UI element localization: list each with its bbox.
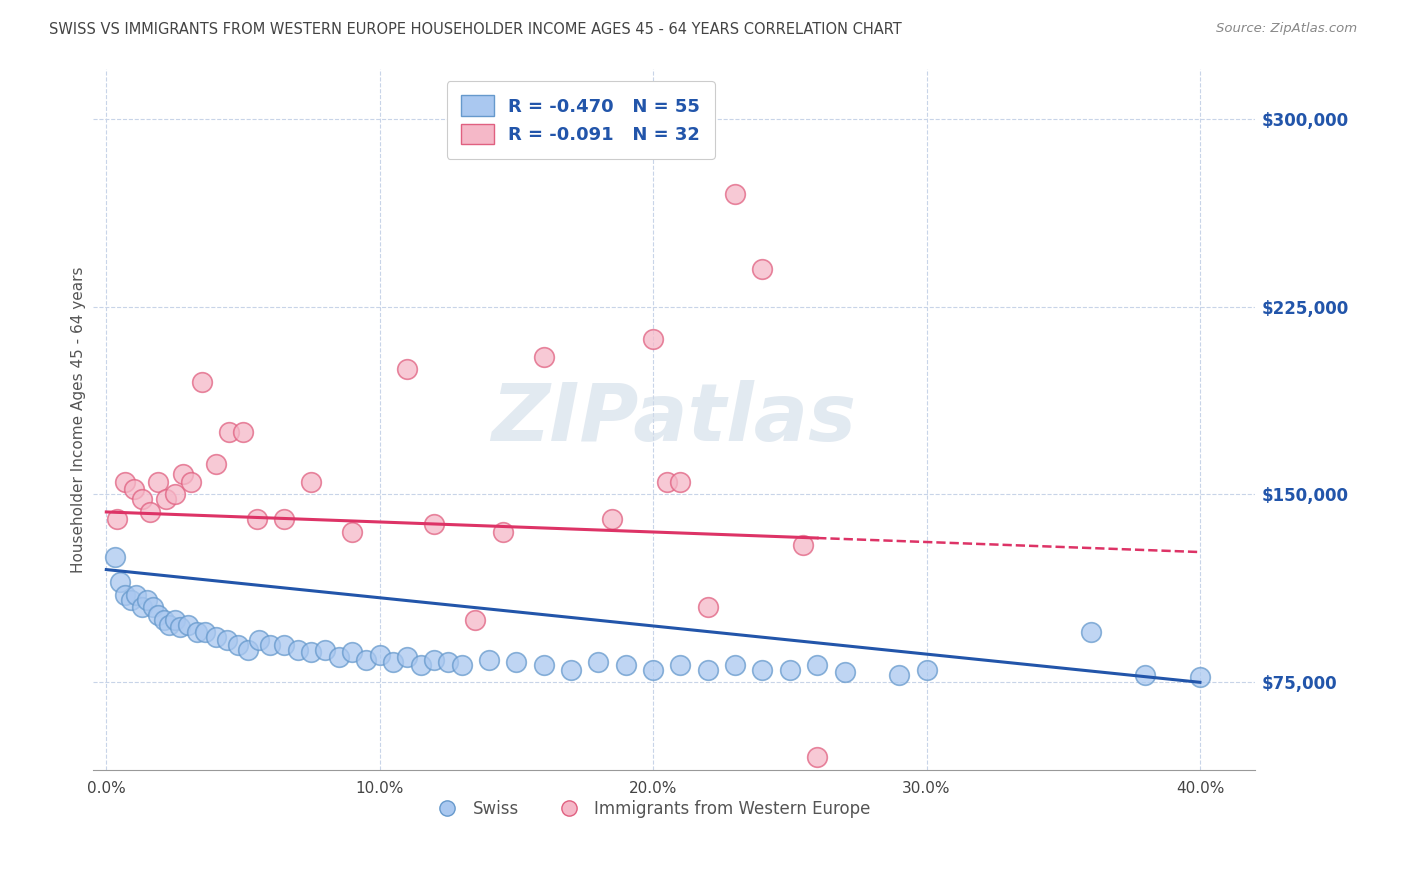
Point (724, 657, 747, 672)
Point (655, 475, 678, 489)
Point (560, 663, 582, 677)
Point (423, 653, 446, 667)
Point (169, 620, 191, 634)
Point (125, 588, 148, 602)
Point (354, 653, 377, 667)
Point (464, 613, 486, 627)
Point (177, 617, 200, 632)
Point (423, 517, 446, 532)
Point (643, 332, 665, 346)
Point (204, 630, 226, 644)
Point (533, 350, 555, 364)
Point (328, 650, 350, 665)
Point (114, 475, 136, 489)
Point (157, 617, 180, 632)
Point (186, 625, 208, 640)
Point (342, 645, 364, 659)
Point (204, 458, 226, 472)
Point (148, 607, 170, 622)
Point (368, 648, 391, 662)
Point (142, 600, 165, 615)
Point (409, 657, 432, 672)
Point (273, 512, 295, 526)
Point (103, 549, 125, 564)
Point (191, 375, 214, 389)
Point (226, 638, 249, 652)
Point (751, 262, 773, 277)
Point (136, 592, 159, 607)
Point (246, 512, 269, 526)
Point (915, 663, 938, 677)
Point (533, 657, 555, 672)
Point (194, 625, 217, 640)
Point (492, 524, 515, 539)
Point (669, 657, 692, 672)
Point (120, 592, 142, 607)
Point (1188, 670, 1211, 684)
Point (131, 492, 153, 507)
Text: ZIPatlas: ZIPatlas (491, 380, 856, 458)
Point (114, 588, 136, 602)
Point (600, 512, 623, 526)
Point (287, 642, 309, 657)
Point (1135, 667, 1157, 681)
Point (155, 492, 177, 507)
Point (131, 600, 153, 615)
Point (396, 362, 419, 376)
Point (342, 524, 364, 539)
Point (505, 655, 527, 669)
Point (108, 575, 131, 590)
Point (163, 487, 186, 501)
Point (299, 475, 322, 489)
Point (724, 186, 747, 201)
Point (614, 657, 637, 672)
Text: Source: ZipAtlas.com: Source: ZipAtlas.com (1216, 22, 1357, 36)
Point (273, 638, 295, 652)
Point (588, 655, 610, 669)
Point (643, 663, 665, 677)
Point (382, 655, 405, 669)
Legend: Swiss, Immigrants from Western Europe: Swiss, Immigrants from Western Europe (425, 794, 877, 825)
Text: SWISS VS IMMIGRANTS FROM WESTERN EUROPE HOUSEHOLDER INCOME AGES 45 - 64 YEARS CO: SWISS VS IMMIGRANTS FROM WESTERN EUROPE … (49, 22, 903, 37)
Point (751, 663, 773, 677)
Point (105, 512, 128, 526)
Point (1080, 625, 1102, 640)
Point (122, 483, 145, 497)
Point (450, 657, 472, 672)
Point (779, 663, 801, 677)
Point (152, 613, 174, 627)
Point (834, 665, 856, 680)
Point (249, 632, 271, 647)
Point (696, 600, 718, 615)
Point (218, 425, 240, 439)
Point (806, 750, 828, 764)
Point (396, 650, 419, 665)
Point (314, 642, 336, 657)
Point (806, 657, 828, 672)
Point (889, 667, 911, 681)
Point (478, 653, 501, 667)
Point (215, 632, 238, 647)
Point (172, 467, 194, 482)
Point (139, 505, 162, 519)
Point (437, 655, 460, 669)
Point (669, 475, 692, 489)
Y-axis label: Householder Income Ages 45 - 64 years: Householder Income Ages 45 - 64 years (72, 266, 86, 573)
Point (148, 475, 170, 489)
Point (180, 475, 202, 489)
Point (232, 425, 254, 439)
Point (259, 638, 281, 652)
Point (696, 663, 718, 677)
Point (299, 645, 322, 659)
Point (792, 537, 814, 551)
Point (238, 642, 260, 657)
Point (163, 613, 186, 627)
